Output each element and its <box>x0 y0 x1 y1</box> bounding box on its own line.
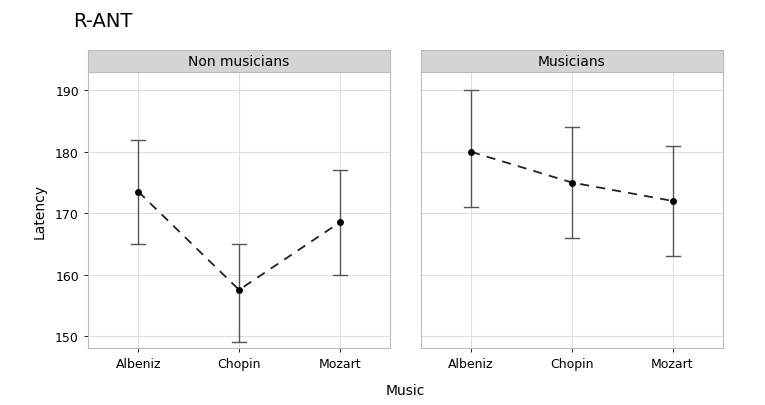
Text: Non musicians: Non musicians <box>188 55 290 69</box>
Text: Music: Music <box>386 383 425 397</box>
Y-axis label: Latency: Latency <box>33 183 47 238</box>
Text: Musicians: Musicians <box>538 55 606 69</box>
Text: R-ANT: R-ANT <box>73 12 132 31</box>
